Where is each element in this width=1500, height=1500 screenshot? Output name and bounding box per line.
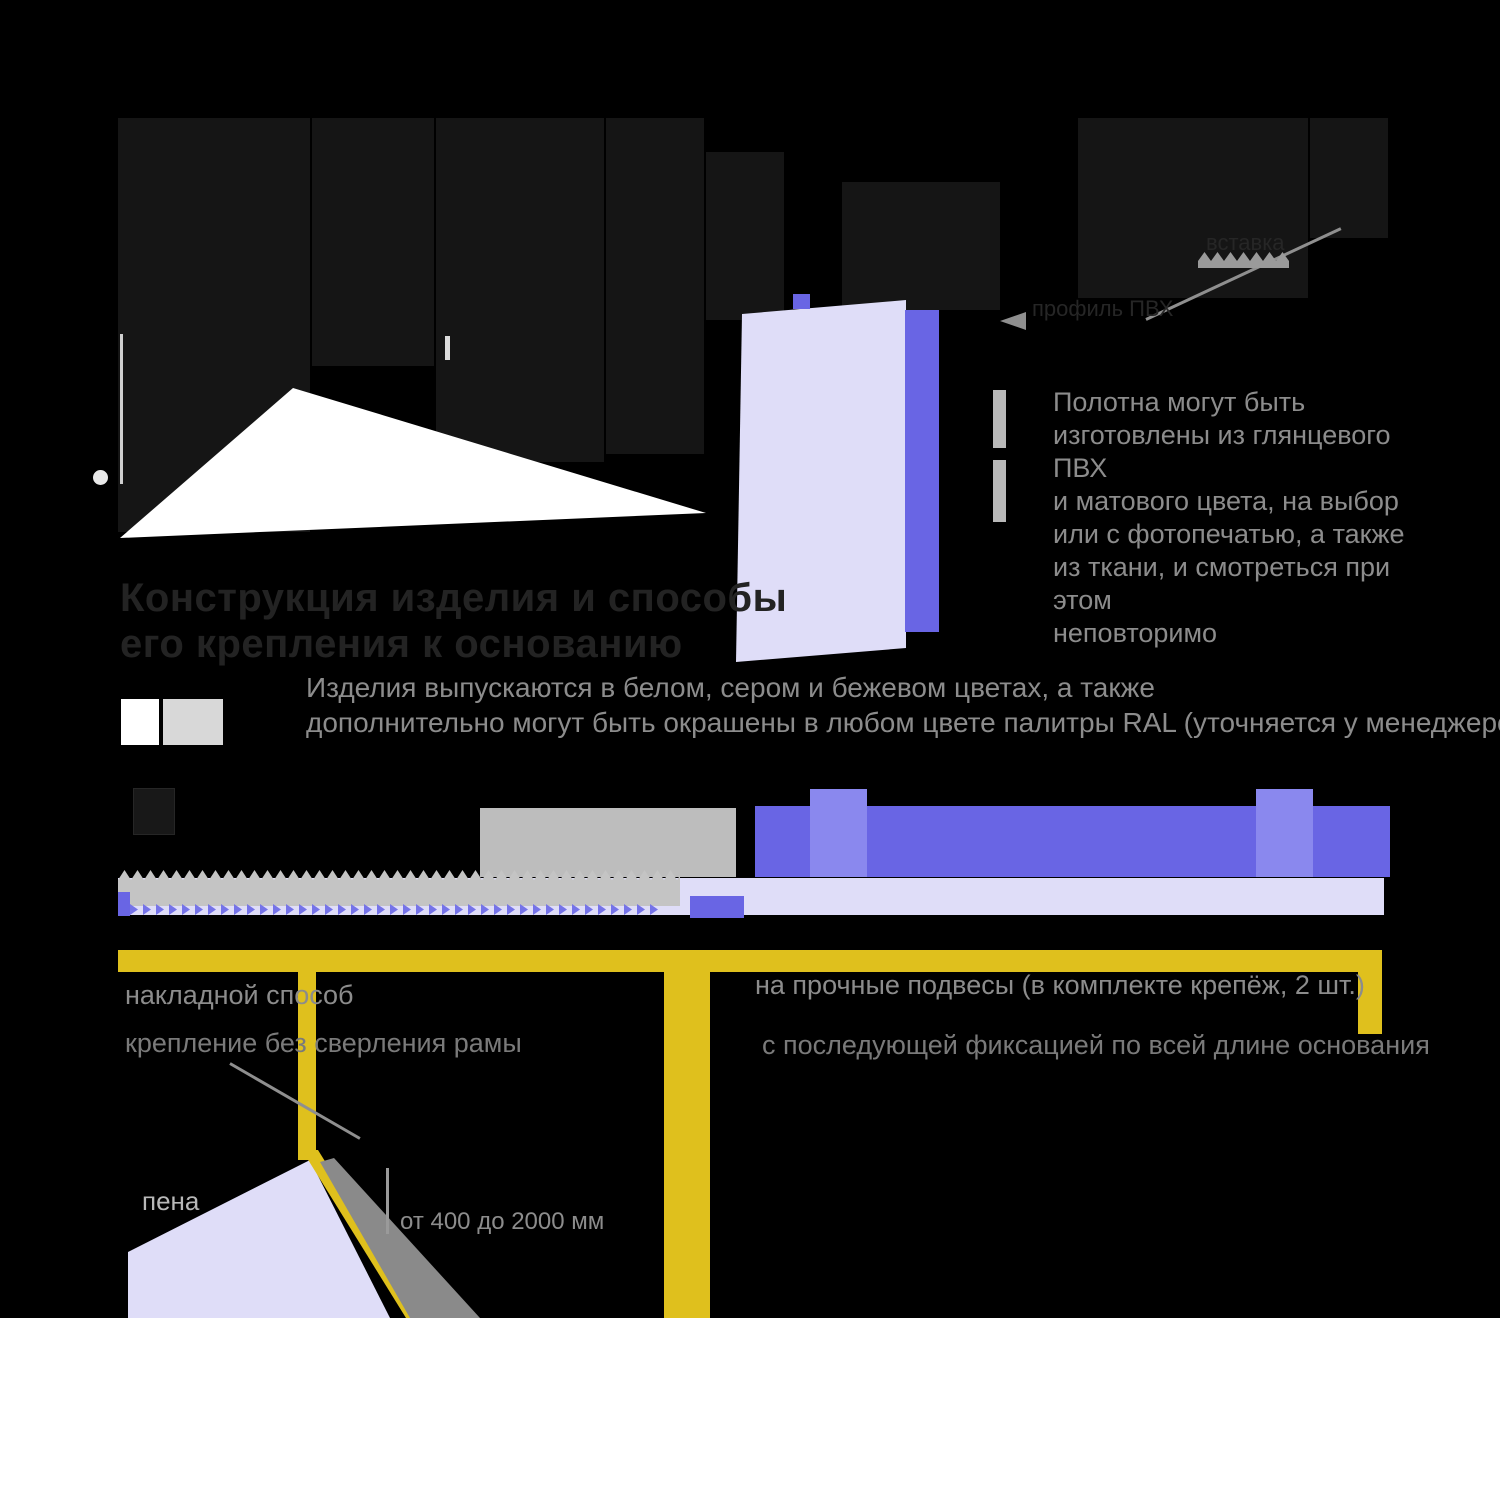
description-line: и матового цвета, на выбор <box>1053 486 1399 516</box>
description-line: Полотна могут быть <box>1053 387 1306 417</box>
bracket-dash-bottom <box>993 460 1006 522</box>
method-left-line1: накладной способ <box>125 980 354 1010</box>
color-chip-black <box>133 788 175 835</box>
dark-slab <box>706 152 784 320</box>
intro-line1: Изделия выпускаются в белом, сером и беж… <box>306 672 1155 703</box>
sawtooth-mark <box>1198 252 1289 268</box>
foam-label: пена <box>142 1186 200 1216</box>
purple-teeth-row <box>130 904 658 915</box>
fixing-tick <box>445 336 450 360</box>
description-line: из ткани, и смотреться при этом <box>1053 552 1391 615</box>
dark-slab <box>436 118 604 462</box>
yellow-horizontal-bar <box>118 950 1382 972</box>
label-leader-line <box>229 1062 361 1140</box>
color-chip-white <box>121 699 159 745</box>
dark-slab <box>1310 118 1388 238</box>
gray-base-bar <box>480 808 736 877</box>
serrated-gray-band <box>118 870 680 906</box>
dimension-label: от 400 до 2000 мм <box>400 1208 605 1235</box>
lavender-profile-slab <box>736 300 906 662</box>
purple-cube <box>793 294 810 309</box>
dark-slab <box>842 182 1000 310</box>
description-line: неповторимо <box>1053 618 1218 648</box>
light-purple-block <box>1256 789 1313 877</box>
purple-profile-bar <box>905 310 939 632</box>
method-right-line2: с последующей фиксацией по всей длине ос… <box>762 1030 1430 1060</box>
dark-slab <box>312 118 434 366</box>
callout-profile-label: профиль ПВХ <box>1032 296 1174 321</box>
yellow-stem-left <box>298 972 316 1160</box>
purple-end-clip <box>118 892 130 916</box>
color-chip-gray <box>163 699 223 745</box>
hanging-cord-line <box>120 334 123 484</box>
footer-white-band <box>0 1318 1500 1500</box>
yellow-stem-center <box>664 972 710 1318</box>
purple-connector <box>690 896 744 918</box>
material-description-block: Полотна могут быть изготовлены из глянце… <box>1053 386 1433 650</box>
description-line: или с фотопечатью, а также <box>1053 519 1405 549</box>
page-title-line1: Конструкция изделия и способы <box>120 576 788 620</box>
dark-slab <box>1078 118 1308 298</box>
yellow-stem-right <box>1358 972 1382 1034</box>
bracket-dash-top <box>993 390 1006 448</box>
callout-insert-label: вставка <box>1206 230 1285 255</box>
method-right-line1: на прочные подвесы (в комплекте крепёж, … <box>755 970 1365 1000</box>
method-left-line2: крепление без сверления рамы <box>125 1028 522 1058</box>
cord-end-ring <box>93 470 108 485</box>
callout-arrowhead <box>1000 312 1026 330</box>
light-purple-block <box>810 789 867 877</box>
intro-line2: дополнительно могут быть окрашены в любо… <box>306 707 1500 738</box>
description-line: изготовлены из глянцевого ПВХ <box>1053 420 1391 483</box>
page-title-line2: его крепления к основанию <box>120 622 683 666</box>
dimension-line <box>386 1168 389 1234</box>
dark-slab <box>606 118 704 454</box>
